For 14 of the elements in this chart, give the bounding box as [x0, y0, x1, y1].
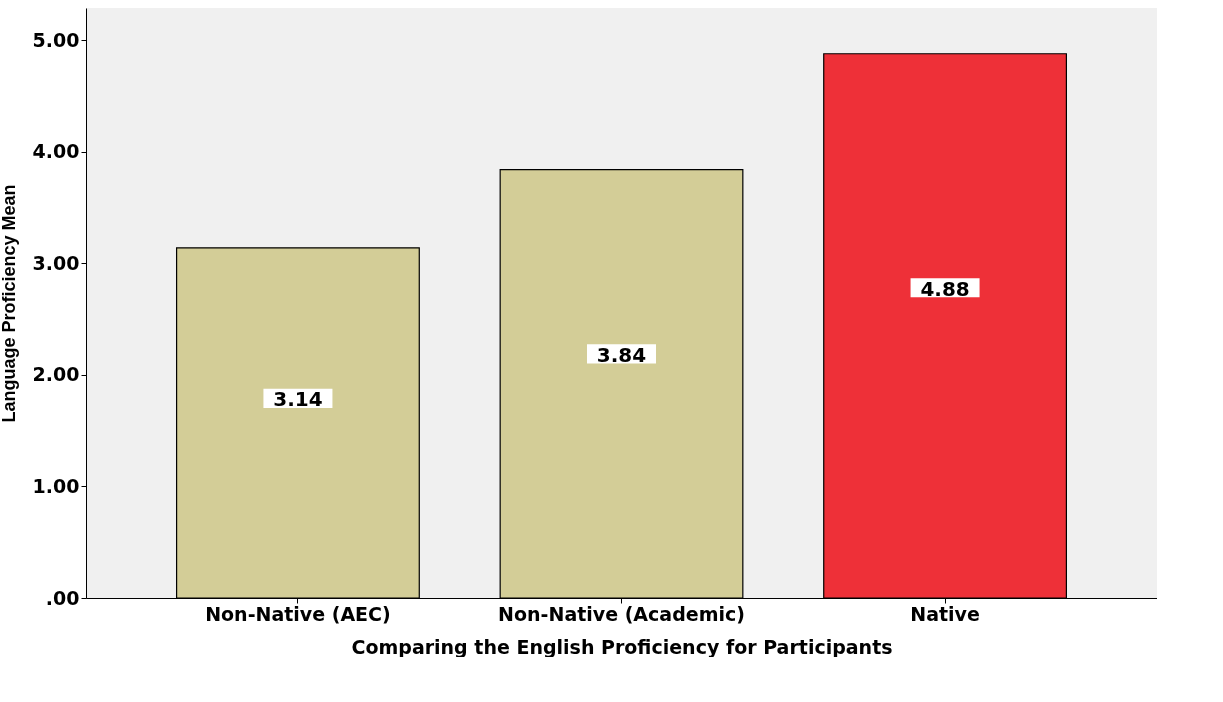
- y-tick-label: 3.00: [32, 251, 80, 274]
- y-tick-label: 2.00: [32, 363, 80, 386]
- x-axis-title: Comparing the English Proficiency for Participants: [351, 635, 893, 658]
- y-tick-label: 5.00: [32, 28, 80, 51]
- data-label: 3.14: [273, 387, 323, 412]
- y-axis-title: Language Proficiency Mean: [0, 184, 19, 423]
- data-label: 4.88: [920, 276, 970, 301]
- x-tick-label: Non-Native (AEC): [205, 602, 391, 625]
- x-tick-label: Native: [910, 602, 980, 625]
- x-tick-label: Non-Native (Academic): [498, 602, 745, 625]
- data-label: 3.84: [596, 342, 647, 367]
- y-tick-label: 4.00: [32, 140, 80, 163]
- y-tick-label: 1.00: [32, 474, 80, 497]
- y-tick-label: .00: [45, 586, 80, 609]
